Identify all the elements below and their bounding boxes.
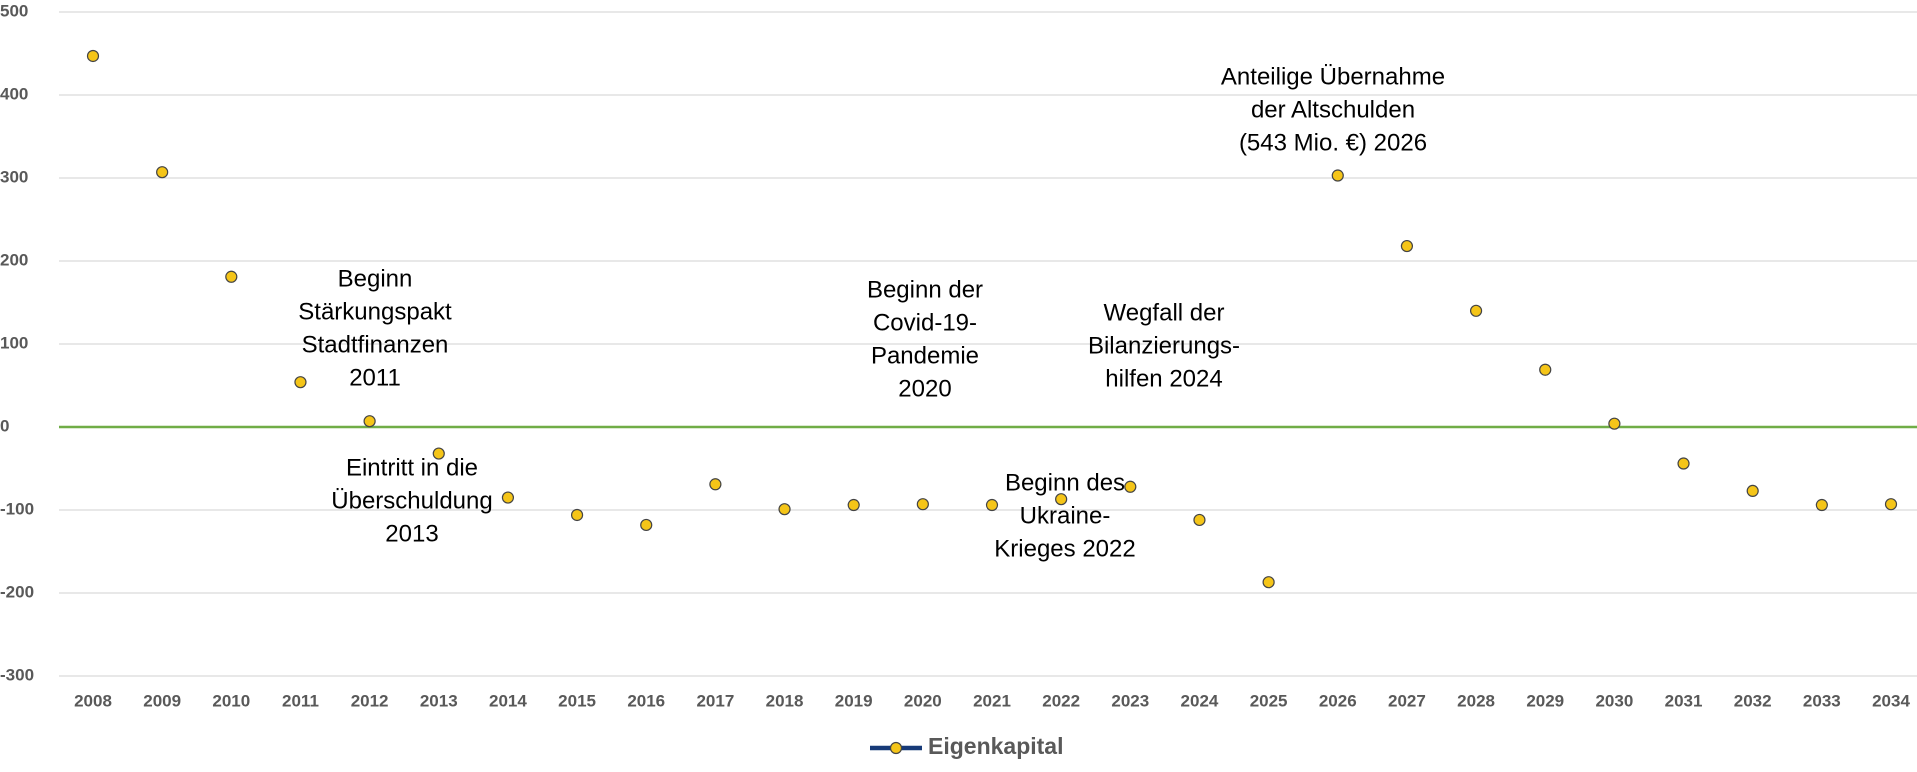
x-tick-label: 2021 — [973, 691, 1011, 710]
annotation: Wegfall der — [1104, 299, 1225, 326]
x-tick-label: 2030 — [1595, 691, 1633, 710]
x-tick-label: 2009 — [143, 691, 181, 710]
annotation: 2020 — [898, 375, 951, 402]
annotation: Anteilige Übernahme — [1221, 63, 1445, 90]
annotation: Stärkungspakt — [298, 298, 452, 325]
y-tick-label: 100 — [0, 333, 28, 352]
annotation: hilfen 2024 — [1105, 365, 1222, 392]
data-point — [1746, 484, 1759, 498]
annotation: Pandemie — [871, 342, 979, 369]
x-tick-label: 2020 — [904, 691, 942, 710]
data-point — [1539, 363, 1552, 376]
data-point — [570, 508, 584, 522]
data-point — [1124, 480, 1137, 493]
data-point — [1055, 493, 1068, 506]
data-point — [640, 518, 653, 532]
x-tick-label: 2033 — [1803, 691, 1841, 710]
data-point — [1193, 513, 1206, 527]
data-point — [501, 491, 515, 504]
x-tick-label: 2028 — [1457, 691, 1495, 710]
data-point — [1469, 304, 1483, 317]
x-tick-label: 2015 — [558, 691, 596, 710]
data-point — [1331, 169, 1344, 182]
annotation: Beginn — [338, 265, 413, 292]
annotation: der Altschulden — [1251, 96, 1415, 123]
annotation: Stadtfinanzen — [302, 331, 449, 358]
data-point — [778, 503, 791, 516]
x-tick-label: 2017 — [696, 691, 734, 710]
x-tick-label: 2016 — [627, 691, 665, 710]
legend-label: Eigenkapital — [928, 733, 1063, 759]
x-tick-label: 2014 — [489, 691, 527, 710]
data-point — [86, 49, 100, 63]
annotation: Eintritt in die — [346, 454, 478, 481]
x-tick-label: 2024 — [1181, 691, 1219, 710]
x-tick-label: 2027 — [1388, 691, 1426, 710]
x-tick-label: 2029 — [1526, 691, 1564, 710]
y-tick-label: -200 — [0, 582, 34, 601]
data-point — [1608, 417, 1621, 430]
data-point — [709, 478, 722, 491]
annotation: Ukraine- — [1020, 502, 1111, 529]
annotation: 2013 — [385, 520, 438, 547]
x-tick-label: 2031 — [1665, 691, 1703, 710]
x-tick-label: 2022 — [1042, 691, 1080, 710]
x-tick-label: 2013 — [420, 691, 458, 710]
data-point — [1815, 498, 1828, 512]
y-tick-label: -100 — [0, 499, 34, 518]
data-point — [847, 498, 860, 512]
data-point — [916, 498, 929, 511]
x-tick-label: 2019 — [835, 691, 873, 710]
annotation: (543 Mio. €) 2026 — [1239, 129, 1427, 156]
annotation: Beginn des — [1005, 469, 1125, 496]
legend-marker — [889, 741, 903, 755]
y-tick-label: 300 — [0, 167, 28, 186]
x-tick-label: 2034 — [1872, 691, 1910, 710]
annotation: 2011 — [349, 364, 401, 391]
x-tick-label: 2032 — [1734, 691, 1772, 710]
data-point — [1262, 576, 1275, 589]
x-tick-label: 2008 — [74, 691, 112, 710]
y-tick-label: -300 — [0, 665, 34, 684]
annotation: Beginn der — [867, 276, 983, 303]
x-tick-label: 2023 — [1111, 691, 1149, 710]
x-tick-label: 2011 — [282, 691, 319, 710]
y-tick-label: 500 — [0, 1, 28, 20]
y-tick-label: 400 — [0, 84, 28, 103]
data-point — [225, 270, 238, 283]
data-point — [985, 498, 999, 512]
data-point — [156, 166, 169, 179]
annotation: Überschuldung — [331, 487, 492, 514]
annotation: Krieges 2022 — [994, 535, 1135, 562]
annotation: Bilanzierungs- — [1088, 332, 1240, 359]
x-tick-label: 2025 — [1250, 691, 1288, 710]
data-point — [1677, 457, 1690, 470]
x-tick-label: 2026 — [1319, 691, 1357, 710]
annotation: Covid-19- — [873, 309, 977, 336]
x-tick-label: 2018 — [766, 691, 804, 710]
data-point — [1400, 239, 1414, 253]
y-tick-label: 0 — [0, 416, 9, 435]
data-point — [432, 447, 445, 460]
y-tick-label: 200 — [0, 250, 28, 269]
x-tick-label: 2010 — [212, 691, 250, 710]
data-point — [1884, 498, 1898, 511]
x-tick-label: 2012 — [351, 691, 389, 710]
data-point — [363, 415, 376, 428]
data-point — [294, 376, 307, 389]
